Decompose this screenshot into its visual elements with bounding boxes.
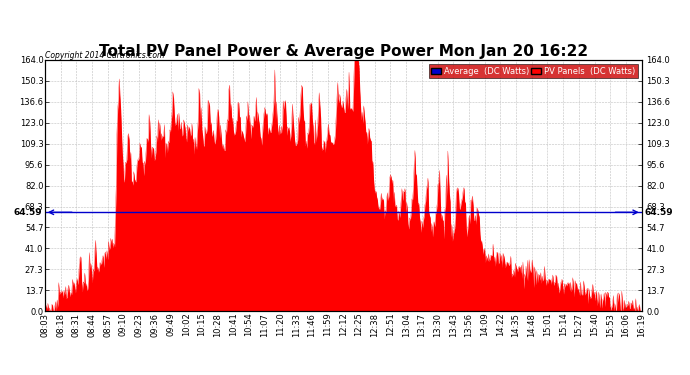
Legend: Average  (DC Watts), PV Panels  (DC Watts): Average (DC Watts), PV Panels (DC Watts): [428, 64, 638, 78]
Text: Copyright 2014 Cartronics.com: Copyright 2014 Cartronics.com: [45, 51, 164, 60]
Title: Total PV Panel Power & Average Power Mon Jan 20 16:22: Total PV Panel Power & Average Power Mon…: [99, 44, 588, 59]
Text: 64.59: 64.59: [13, 208, 42, 217]
Text: 64.59: 64.59: [644, 208, 673, 217]
